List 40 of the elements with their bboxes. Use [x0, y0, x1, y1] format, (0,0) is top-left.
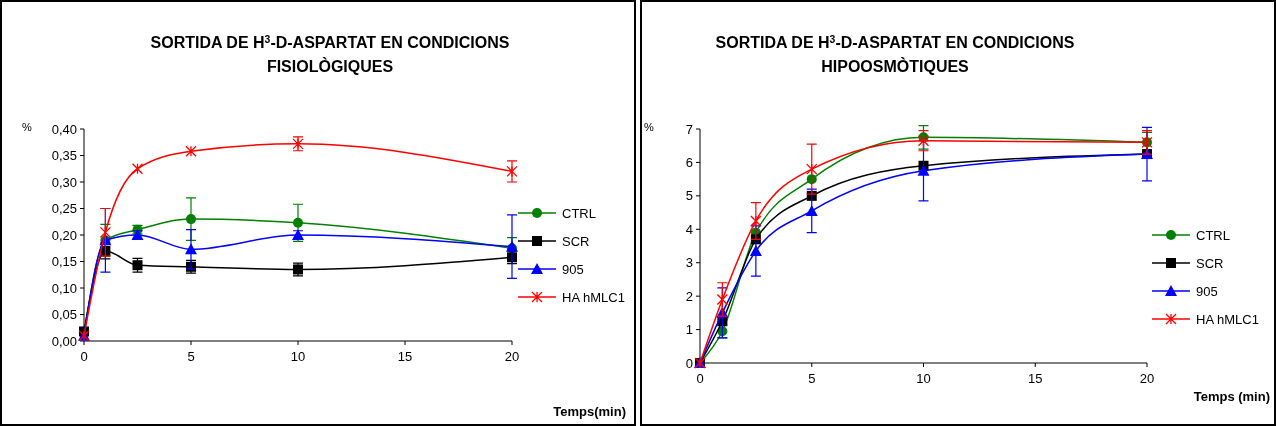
x-tick-label: 10	[916, 371, 931, 386]
x-tick-label: 0	[80, 349, 88, 364]
legend-label: CTRL	[562, 205, 596, 221]
x-tick-label: 10	[290, 349, 306, 364]
y-tick-label: 7	[685, 121, 693, 137]
x-tick-label: 20	[1139, 371, 1155, 386]
y-tick-label: 2	[685, 288, 693, 304]
y-tick-label: 4	[685, 221, 693, 237]
x-tick-label: 5	[808, 371, 816, 386]
chart-title: SORTIDA DE H$^{3}$-D-ASPARTAT EN CONDICIONS HIPOOSMÒTIQUES	[715, 33, 1075, 75]
x-tick-label: 20	[504, 349, 520, 364]
legend-label: SCR	[1196, 255, 1224, 271]
y-tick-label: 0,35	[51, 148, 77, 164]
y-tick-label: 0,40	[51, 121, 77, 137]
x-tick-label: 15	[397, 349, 413, 364]
y-tick-label: 5	[685, 188, 693, 204]
y-tick-label: 0,30	[51, 174, 77, 190]
y-axis-title: %	[22, 121, 32, 133]
legend-label: 905	[562, 261, 584, 277]
y-tick-label: 6	[685, 154, 693, 170]
legend-label: 905	[1196, 283, 1218, 299]
x-tick-label: 0	[696, 371, 704, 386]
legend-label: HA hMLC1	[562, 289, 625, 305]
y-tick-label: 0,00	[51, 333, 77, 349]
y-tick-label: 3	[685, 255, 693, 271]
y-tick-label: 1	[685, 322, 693, 338]
chart-title: SORTIDA DE H$^{3}$-D-ASPARTAT EN CONDICIONS FISIOLÒGIQUES	[150, 33, 510, 75]
y-tick-label: 0,15	[51, 254, 77, 270]
x-axis-title: Temps(min)	[553, 404, 626, 419]
legend-label: CTRL	[1196, 227, 1230, 243]
y-tick-label: 0,20	[51, 227, 77, 243]
x-axis-title: Temps (min)	[1193, 389, 1270, 404]
x-tick-label: 5	[187, 349, 195, 364]
x-tick-label: 15	[1028, 371, 1043, 386]
y-tick-label: 0,05	[51, 307, 77, 323]
y-tick-label: 0,10	[51, 280, 77, 296]
y-tick-label: 0,25	[51, 201, 77, 217]
legend-label: HA hMLC1	[1196, 311, 1259, 327]
y-axis-title: %	[644, 121, 654, 133]
legend-label: SCR	[562, 233, 590, 249]
